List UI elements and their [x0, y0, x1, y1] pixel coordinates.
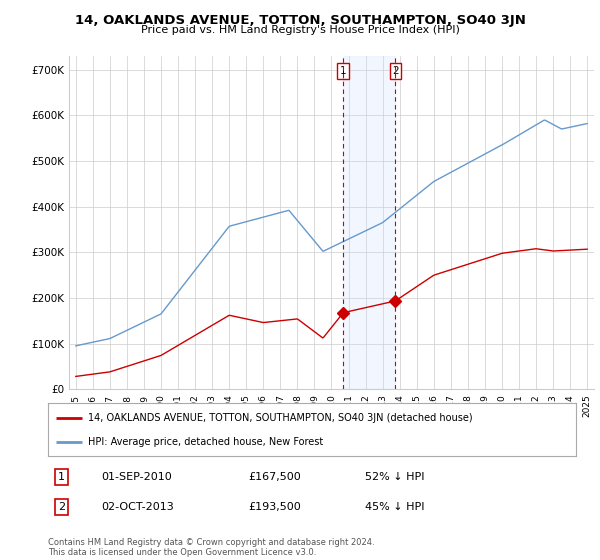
Text: 2: 2 [392, 66, 399, 76]
Text: Price paid vs. HM Land Registry's House Price Index (HPI): Price paid vs. HM Land Registry's House … [140, 25, 460, 35]
Text: 01-SEP-2010: 01-SEP-2010 [101, 472, 172, 482]
Text: 2: 2 [58, 502, 65, 512]
Text: 52% ↓ HPI: 52% ↓ HPI [365, 472, 424, 482]
Text: 14, OAKLANDS AVENUE, TOTTON, SOUTHAMPTON, SO40 3JN (detached house): 14, OAKLANDS AVENUE, TOTTON, SOUTHAMPTON… [88, 413, 472, 423]
Text: 45% ↓ HPI: 45% ↓ HPI [365, 502, 424, 512]
Text: 1: 1 [340, 66, 346, 76]
Text: £193,500: £193,500 [248, 502, 301, 512]
Bar [343, 56, 395, 389]
Text: 1: 1 [58, 472, 65, 482]
Text: 02-OCT-2013: 02-OCT-2013 [101, 502, 173, 512]
Text: Contains HM Land Registry data © Crown copyright and database right 2024.
This d: Contains HM Land Registry data © Crown c… [48, 538, 374, 557]
Text: HPI: Average price, detached house, New Forest: HPI: Average price, detached house, New … [88, 437, 323, 447]
Text: £167,500: £167,500 [248, 472, 301, 482]
Text: 14, OAKLANDS AVENUE, TOTTON, SOUTHAMPTON, SO40 3JN: 14, OAKLANDS AVENUE, TOTTON, SOUTHAMPTON… [74, 14, 526, 27]
